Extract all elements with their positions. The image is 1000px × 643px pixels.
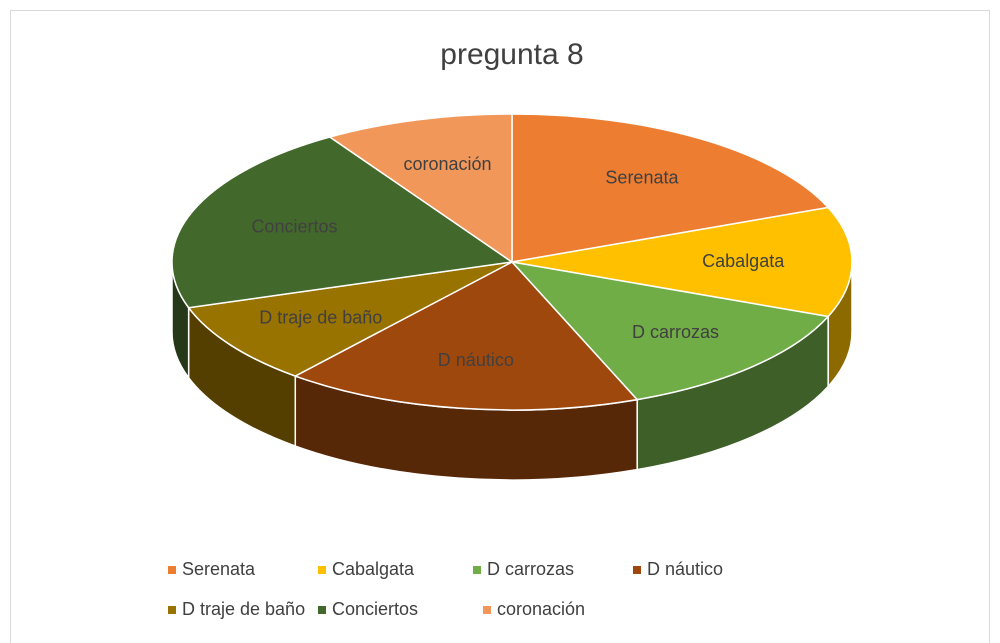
legend-label: Serenata (182, 559, 256, 579)
legend-swatch (318, 566, 326, 574)
slice-label: D carrozas (632, 322, 719, 342)
legend-swatch (168, 566, 176, 574)
pie-slice (293, 261, 639, 411)
slice-label: Serenata (605, 168, 679, 188)
legend-swatch (633, 566, 641, 574)
legend-swatch (318, 606, 326, 614)
legend-label: coronación (497, 599, 585, 619)
pie-slice (511, 113, 830, 263)
legend-swatch (483, 606, 491, 614)
legend-swatch (473, 566, 481, 574)
slice-label: D náutico (438, 350, 514, 370)
chart-title: pregunta 8 (440, 38, 583, 71)
pie-slice (511, 206, 853, 318)
pie-slice (328, 113, 513, 264)
pie-slice (509, 260, 830, 401)
legend-label: Conciertos (332, 599, 418, 619)
slice-label: coronación (403, 154, 491, 174)
legend-label: D traje de baño (182, 599, 305, 619)
pie-slice (187, 261, 513, 377)
slice-label: Cabalgata (702, 251, 785, 271)
slice-label: D traje de baño (259, 307, 382, 327)
legend-label: D carrozas (487, 559, 574, 579)
pie-slice (171, 136, 515, 309)
legend-swatch (168, 606, 176, 614)
legend-label: Cabalgata (332, 559, 415, 579)
slice-label: Conciertos (251, 217, 337, 237)
legend-label: D náutico (647, 559, 723, 579)
